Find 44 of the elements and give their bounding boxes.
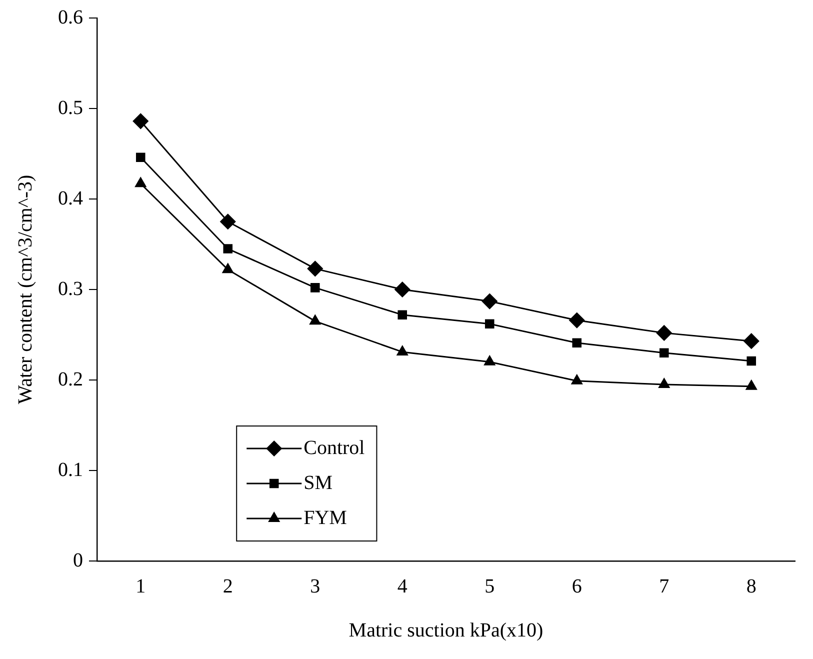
- legend-label: SM: [304, 472, 333, 494]
- point: [135, 177, 146, 188]
- legend-label: Control: [304, 436, 366, 459]
- point: [482, 294, 498, 310]
- y-axis-title: Water content (cm^3/cm^-3): [14, 174, 36, 404]
- x-tick-label: 8: [746, 575, 756, 598]
- point: [310, 283, 320, 292]
- legend-label: FYM: [304, 506, 348, 529]
- x-tick-label: 5: [484, 575, 495, 598]
- point: [746, 380, 757, 390]
- point: [569, 312, 585, 328]
- point: [484, 356, 496, 366]
- x-tick-label: 4: [397, 575, 408, 598]
- y-tick-label: 0.6: [58, 6, 83, 28]
- point: [659, 348, 669, 358]
- point: [396, 346, 408, 356]
- point: [307, 260, 323, 276]
- y-tick-label: 0.1: [58, 458, 83, 481]
- y-tick-label: 0.4: [58, 187, 83, 210]
- point: [746, 356, 756, 366]
- x-axis-title: Matric suction kPa(x10): [348, 619, 544, 642]
- point: [484, 319, 494, 329]
- point: [744, 333, 760, 349]
- point: [572, 338, 582, 348]
- point: [132, 113, 148, 129]
- x-tick-label: 2: [222, 575, 233, 598]
- y-tick-label: 0: [73, 549, 83, 572]
- y-tick-label: 0.2: [58, 368, 83, 390]
- point: [136, 152, 146, 162]
- point: [220, 214, 236, 230]
- y-tick-label: 0.3: [58, 278, 83, 300]
- point: [571, 374, 582, 384]
- point: [658, 378, 670, 388]
- x-tick-label: 6: [572, 575, 582, 598]
- point: [394, 282, 410, 298]
- point: [223, 244, 233, 254]
- point: [398, 310, 408, 320]
- x-tick-label: 3: [310, 575, 320, 598]
- x-tick-label: 7: [659, 575, 670, 598]
- point: [222, 263, 234, 274]
- x-tick-label: 1: [136, 575, 146, 598]
- point: [656, 325, 672, 341]
- point: [310, 314, 321, 325]
- y-tick-label: 0.5: [58, 96, 83, 119]
